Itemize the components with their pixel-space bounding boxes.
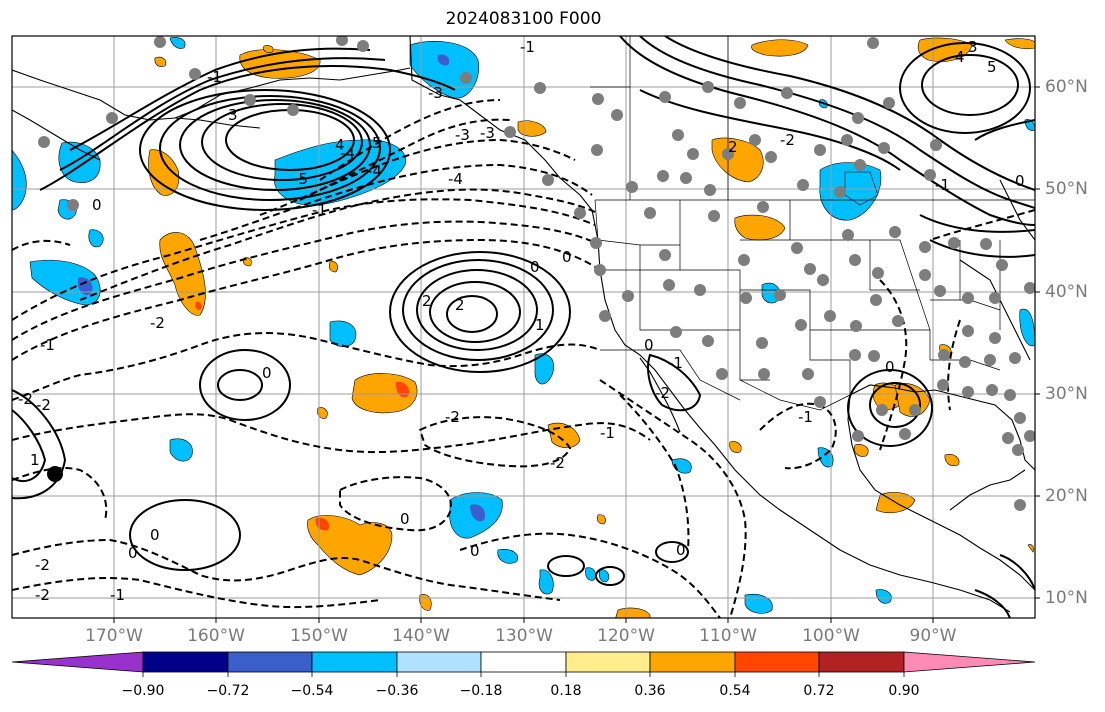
- contour-label: 5: [987, 58, 997, 76]
- contour-label: 0: [644, 336, 654, 354]
- map-title: 2024083100 F000: [445, 9, 602, 29]
- contour-label: 0: [128, 544, 138, 562]
- axis-ticks: [113, 86, 1040, 623]
- contour-label: -1: [798, 408, 813, 426]
- contour-label: -2: [35, 586, 50, 604]
- colorbar-segment: [311, 651, 398, 673]
- solid-contours: [12, 36, 1035, 618]
- lat-label: 50°N: [1045, 179, 1088, 199]
- contour-label: -2: [445, 408, 460, 426]
- contour-label: -2: [550, 454, 565, 472]
- colorbar-segment: [480, 651, 567, 673]
- contour-label: -5: [293, 170, 308, 188]
- lon-label: 110°W: [699, 626, 757, 646]
- colorbar-segment: [649, 651, 736, 673]
- contour-label: 4: [335, 136, 345, 154]
- map-plot: -1 -1 -1 -2 -2 -2 -3 -4 -4 -5 -4 -3 -2 -…: [12, 36, 1035, 618]
- contour-label: 2: [455, 296, 465, 314]
- colorbar: [11, 651, 1036, 677]
- colorbar-segment: [396, 651, 482, 673]
- contour-label: 3: [968, 38, 978, 56]
- colorbar-segment: [818, 651, 905, 673]
- colorbar-tick-label: 0.18: [550, 683, 582, 699]
- contour-label: 2: [728, 138, 738, 156]
- contour-label: -2: [655, 384, 670, 402]
- colorbar-tick-label: 0.54: [719, 683, 751, 699]
- lon-label: 140°W: [392, 626, 450, 646]
- contour-label: 0: [885, 358, 895, 376]
- colorbar-tick-label: −0.72: [206, 683, 250, 699]
- lat-label: 60°N: [1045, 77, 1088, 97]
- contour-label: 0: [92, 196, 102, 214]
- colorbar-segment: [227, 651, 313, 673]
- contour-label-layer: -1 -1 -1 -2 -2 -2 -3 -4 -4 -5 -4 -3 -2 -…: [18, 38, 1025, 604]
- contour-label: 3: [228, 106, 238, 124]
- lon-label: 160°W: [187, 626, 245, 646]
- contour-label: 1: [535, 316, 545, 334]
- contour-label: -2: [780, 131, 795, 149]
- contour-label: -1: [520, 38, 535, 56]
- lon-label: 130°W: [495, 626, 553, 646]
- contour-label: 2: [422, 292, 432, 310]
- lat-label: 20°N: [1045, 486, 1088, 506]
- contour-label: -2: [36, 396, 51, 414]
- lon-label: 150°W: [290, 626, 348, 646]
- lon-label: 100°W: [802, 626, 860, 646]
- contour-label: -1: [668, 354, 683, 372]
- strong-negative-regions: [78, 54, 486, 522]
- contour-label: -2: [150, 314, 165, 332]
- contour-label: 1: [30, 451, 40, 469]
- contour-label: -1: [935, 176, 950, 194]
- dashed-contours: [12, 99, 1035, 618]
- colorbar-tick-label: 0.72: [803, 683, 835, 699]
- contour-label: 4: [955, 48, 965, 66]
- colorbar-tick-label: −0.90: [121, 683, 165, 699]
- contour-label: -4: [340, 144, 355, 162]
- colorbar-segment: [11, 651, 144, 673]
- colorbar-tick-label: 0.36: [634, 683, 666, 699]
- lat-label: 40°N: [1045, 282, 1088, 302]
- contour-label: -1: [600, 424, 615, 442]
- contour-label: -2: [35, 556, 50, 574]
- lon-label: 170°W: [85, 626, 143, 646]
- positive-anomaly-regions: [148, 37, 1035, 618]
- colorbar-tick-label: 0.90: [888, 683, 920, 699]
- contour-label: 0: [262, 364, 272, 382]
- contour-label: -1: [312, 201, 327, 219]
- contour-label: -3: [480, 124, 495, 142]
- lat-label: 10°N: [1045, 588, 1088, 608]
- contour-label: 0: [470, 542, 480, 560]
- contour-label: 0: [400, 510, 410, 528]
- lat-lon-grid: [12, 36, 1035, 618]
- colorbar-segment: [142, 651, 229, 673]
- contour-label: -1: [207, 68, 222, 86]
- contour-label: -4: [367, 162, 382, 180]
- contour-label: -3: [455, 126, 470, 144]
- station-dots: [38, 36, 1035, 511]
- contour-label: -4: [448, 170, 463, 188]
- contour-label: -1: [110, 586, 125, 604]
- contour-label: 0: [150, 526, 160, 544]
- contour-label: 0: [1015, 172, 1025, 190]
- colorbar-tick-label: −0.36: [375, 683, 419, 699]
- colorbar-tick-label: −0.54: [290, 683, 334, 699]
- contour-label: -1: [40, 336, 55, 354]
- colorbar-segment: [903, 651, 1036, 673]
- contour-label: 5: [372, 134, 382, 152]
- contour-label: -3: [428, 84, 443, 102]
- contour-label: 0: [676, 541, 686, 559]
- state-borders: [590, 36, 1035, 411]
- colorbar-segment: [565, 651, 651, 673]
- lon-label: 90°W: [909, 626, 957, 646]
- contour-label: 0: [530, 258, 540, 276]
- contour-label: 0: [562, 248, 572, 266]
- contour-label: -2: [18, 390, 33, 408]
- black-marker: [47, 466, 63, 482]
- lon-label: 120°W: [597, 626, 655, 646]
- lat-label: 30°N: [1045, 384, 1088, 404]
- colorbar-tick-label: −0.18: [459, 683, 503, 699]
- colorbar-segment: [734, 651, 820, 673]
